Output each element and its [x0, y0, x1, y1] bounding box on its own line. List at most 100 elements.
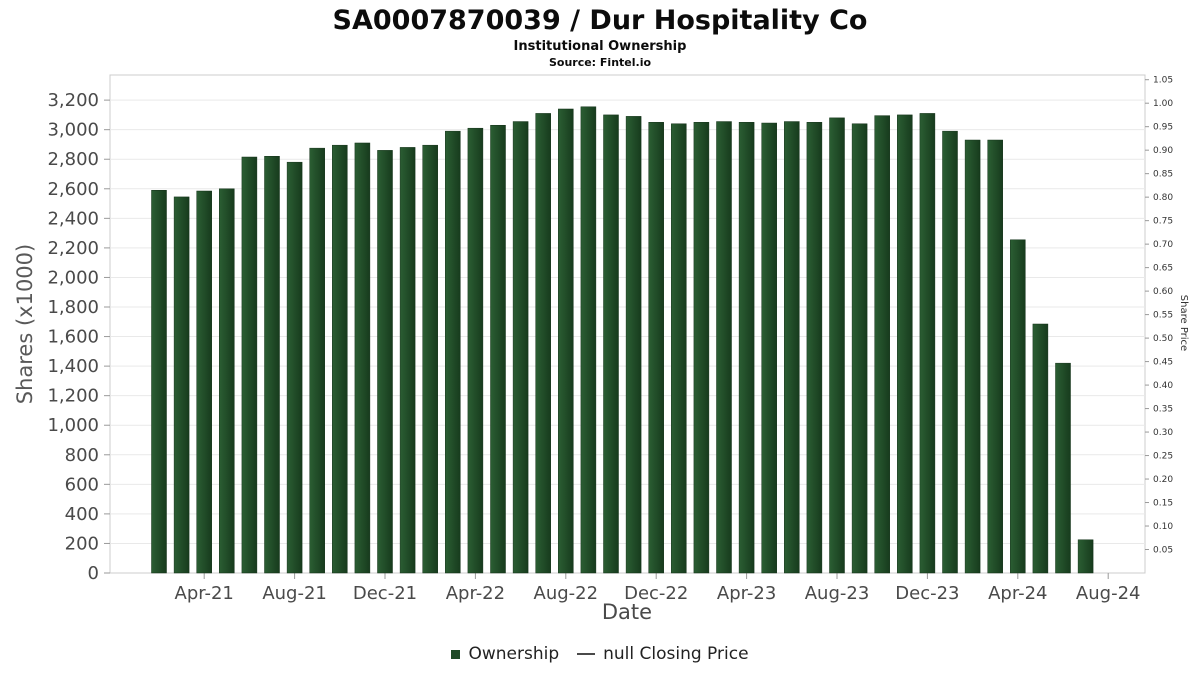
y-right-tick-label: 0.10 — [1153, 522, 1173, 532]
ownership-bar[interactable] — [603, 114, 619, 574]
ownership-bar[interactable] — [1032, 323, 1049, 574]
y-right-tick-label: 1.05 — [1153, 76, 1173, 86]
ownership-bar[interactable] — [897, 114, 913, 574]
ownership-bar[interactable] — [806, 122, 823, 574]
x-tick-label: Dec-21 — [353, 583, 417, 604]
ownership-bar[interactable] — [332, 144, 348, 574]
y-left-tick-label: 1,400 — [47, 356, 99, 377]
y-right-tick-label: 0.65 — [1153, 264, 1173, 274]
y-left-tick-label: 3,000 — [47, 120, 99, 141]
legend-price-label[interactable]: null Closing Price — [603, 644, 749, 664]
ownership-bar[interactable] — [851, 123, 868, 574]
ownership-bar[interactable] — [1077, 539, 1094, 574]
ownership-bar[interactable] — [693, 122, 710, 574]
y-left-tick-label: 2,800 — [47, 149, 99, 170]
ownership-bar[interactable] — [173, 196, 190, 574]
ownership-bar[interactable] — [309, 147, 325, 574]
y-axis-right-title: Share Price — [1178, 294, 1189, 352]
y-right-tick-label: 0.25 — [1153, 452, 1173, 462]
x-tick-label: Aug-22 — [534, 583, 599, 604]
y-right-tick-label: 0.80 — [1153, 193, 1173, 203]
chart-legend: Ownership null Closing Price — [0, 644, 1200, 664]
ownership-bar[interactable] — [919, 113, 936, 574]
chart-subtitle: Institutional Ownership — [513, 39, 687, 54]
ownership-bar[interactable] — [987, 139, 1003, 574]
x-tick-label: Dec-23 — [895, 583, 959, 604]
y-left-tick-label: 200 — [65, 533, 99, 554]
y-right-tick-label: 0.95 — [1153, 123, 1173, 133]
ownership-bar[interactable] — [671, 123, 687, 574]
y-left-tick-label: 800 — [65, 445, 99, 466]
y-left-tick-label: 1,000 — [47, 415, 99, 436]
y-right-tick-label: 0.60 — [1153, 287, 1173, 297]
x-tick-label: Apr-24 — [988, 583, 1047, 604]
ownership-bar[interactable] — [354, 142, 371, 574]
legend-ownership-label[interactable]: Ownership — [468, 644, 560, 664]
y-left-tick-label: 2,600 — [47, 179, 99, 200]
chart-header: SA0007870039 / Dur Hospitality Co Instit… — [0, 0, 1200, 69]
ownership-bar[interactable] — [784, 121, 800, 574]
y-left-tick-label: 2,000 — [47, 267, 99, 288]
ownership-bar[interactable] — [648, 122, 664, 574]
y-right-tick-label: 0.20 — [1153, 475, 1173, 485]
ownership-bar[interactable] — [445, 130, 461, 574]
ownership-bar[interactable] — [241, 156, 258, 574]
ownership-bar[interactable] — [219, 188, 235, 574]
ownership-bar[interactable] — [829, 117, 845, 574]
ownership-bar[interactable] — [716, 121, 732, 574]
x-tick-label: Apr-23 — [717, 583, 776, 604]
ownership-bar[interactable] — [467, 127, 484, 574]
y-right-tick-label: 0.40 — [1153, 381, 1173, 391]
y-right-tick-label: 0.75 — [1153, 217, 1173, 227]
y-left-tick-label: 1,600 — [47, 327, 99, 348]
ownership-bar[interactable] — [942, 130, 958, 574]
y-right-tick-label: 0.85 — [1153, 170, 1173, 180]
ownership-bar[interactable] — [761, 122, 777, 574]
x-tick-label: Apr-22 — [446, 583, 505, 604]
ownership-bar[interactable] — [874, 115, 890, 574]
y-right-tick-label: 0.35 — [1153, 405, 1173, 415]
ownership-bar[interactable] — [422, 144, 438, 574]
x-tick-label: Apr-21 — [175, 583, 234, 604]
y-right-tick-label: 0.15 — [1153, 499, 1173, 509]
ownership-bar[interactable] — [399, 147, 416, 574]
x-tick-label: Aug-23 — [805, 583, 870, 604]
y-right-tick-label: 0.90 — [1153, 146, 1173, 156]
ownership-bar[interactable] — [580, 106, 597, 574]
ownership-bar[interactable] — [1010, 239, 1026, 574]
chart-title: SA0007870039 / Dur Hospitality Co — [332, 5, 868, 36]
y-right-tick-label: 0.50 — [1153, 334, 1173, 344]
y-left-tick-label: 400 — [65, 504, 99, 525]
ownership-bar[interactable] — [196, 190, 212, 574]
ownership-bar[interactable] — [264, 156, 280, 574]
ownership-bar[interactable] — [377, 150, 393, 574]
y-left-tick-label: 0 — [88, 563, 99, 584]
y-right-tick-label: 0.45 — [1153, 358, 1173, 368]
chart-source: Source: Fintel.io — [548, 56, 652, 69]
y-left-tick-label: 3,200 — [47, 90, 99, 111]
ownership-bar[interactable] — [964, 139, 981, 574]
y-left-tick-label: 2,400 — [47, 208, 99, 229]
y-axis-left-title: Shares (x1000) — [13, 243, 37, 405]
ownership-bar[interactable] — [512, 121, 529, 574]
x-tick-label: Aug-24 — [1076, 583, 1141, 604]
y-right-tick-label: 0.05 — [1153, 546, 1173, 556]
x-axis-title: Date — [601, 600, 653, 624]
y-right-tick-label: 0.30 — [1153, 428, 1173, 438]
y-right-tick-label: 0.55 — [1153, 311, 1173, 321]
y-left-tick-label: 2,200 — [47, 238, 99, 259]
ownership-bar[interactable] — [151, 190, 167, 574]
ownership-bar[interactable] — [625, 116, 642, 574]
ownership-bar[interactable] — [286, 161, 303, 574]
ownership-bar[interactable] — [738, 122, 755, 574]
y-right-tick-label: 1.00 — [1153, 99, 1173, 109]
ownership-bar[interactable] — [558, 108, 574, 574]
ownership-swatch-icon — [451, 649, 461, 659]
price-line-marker-icon — [577, 653, 596, 655]
ownership-bar[interactable] — [535, 113, 551, 574]
ownership-bar[interactable] — [1055, 362, 1071, 574]
ownership-bar[interactable] — [490, 124, 506, 574]
y-left-tick-label: 1,200 — [47, 386, 99, 407]
